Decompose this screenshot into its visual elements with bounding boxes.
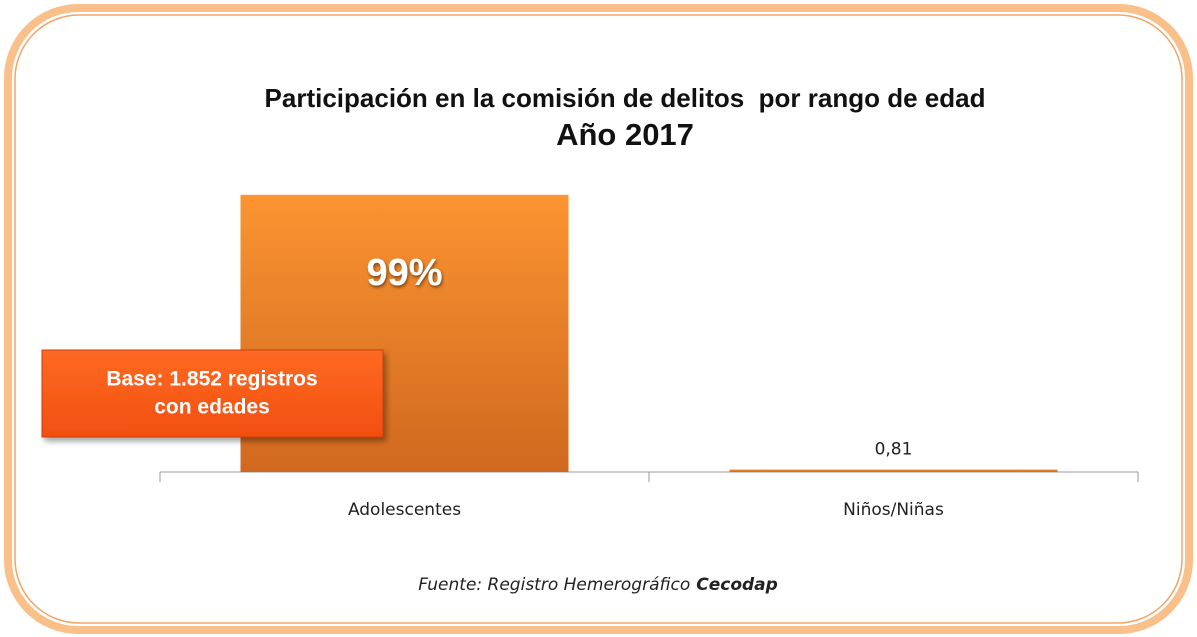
chart-title: Participación en la comisión de delitos … [265, 83, 986, 113]
chart-subtitle: Año 2017 [556, 117, 694, 152]
bar [729, 469, 1058, 472]
frame [4, 4, 1193, 634]
source-text: Fuente: Registro Hemerográfico [418, 575, 690, 595]
annotation: con edades [154, 396, 270, 419]
value-label: 0,81 [875, 440, 913, 460]
source-emphasis: Cecodap [696, 575, 778, 595]
x-tick-label: Adolescentes [348, 500, 461, 520]
source: Fuente: Registro Hemerográfico Cecodap [418, 575, 778, 595]
value-label: 99% [366, 252, 442, 294]
annotation-box [41, 349, 384, 438]
annotation: Base: 1.852 registros [106, 368, 317, 391]
x-tick-label: Niños/Niñas [843, 500, 944, 520]
frame-inner [14, 14, 1183, 624]
plot: Adolescentes 99% Niños/Niñas 0,81 Base: 1.85… [41, 194, 1139, 520]
